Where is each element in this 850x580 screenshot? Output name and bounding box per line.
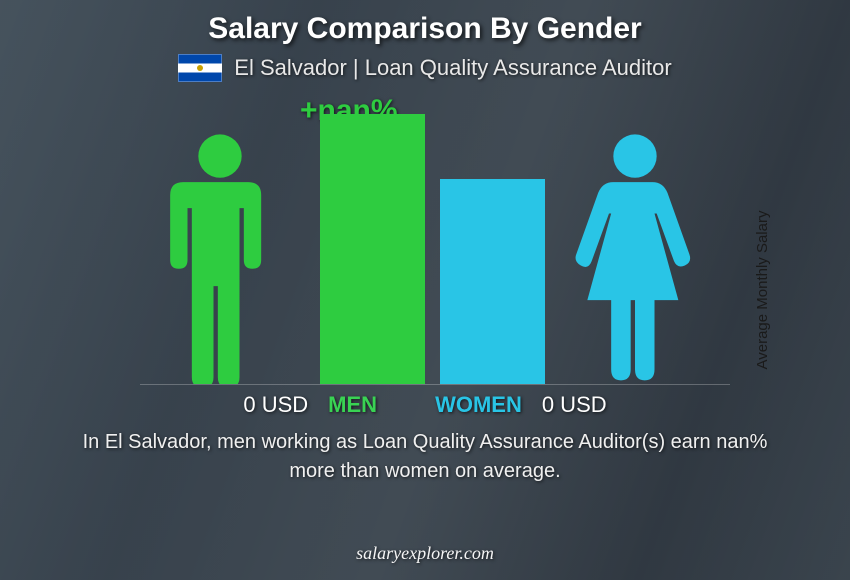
female-icon: [570, 134, 700, 384]
subtitle: El Salvador | Loan Quality Assurance Aud…: [234, 55, 671, 81]
source-label: salaryexplorer.com: [0, 543, 850, 564]
men-value: 0 USD: [243, 392, 308, 418]
subtitle-row: El Salvador | Loan Quality Assurance Aud…: [0, 54, 850, 82]
summary-text: In El Salvador, men working as Loan Qual…: [0, 428, 850, 486]
page-title: Salary Comparison By Gender: [0, 12, 850, 46]
chart-baseline: [140, 384, 730, 385]
infographic-container: Salary Comparison By Gender El Salvador …: [0, 0, 850, 580]
label-row: 0 USD MEN WOMEN 0 USD: [0, 392, 850, 418]
bar-men: [320, 114, 425, 384]
yaxis-label: Average Monthly Salary: [754, 211, 771, 370]
women-value: 0 USD: [542, 392, 607, 418]
chart-area: +nan% 0 USD MEN WOMEN 0 USD: [0, 102, 850, 422]
men-label: MEN: [328, 392, 377, 418]
flag-icon: [178, 54, 222, 82]
bar-women: [440, 179, 545, 384]
male-icon: [155, 134, 285, 384]
women-label: WOMEN: [435, 392, 522, 418]
